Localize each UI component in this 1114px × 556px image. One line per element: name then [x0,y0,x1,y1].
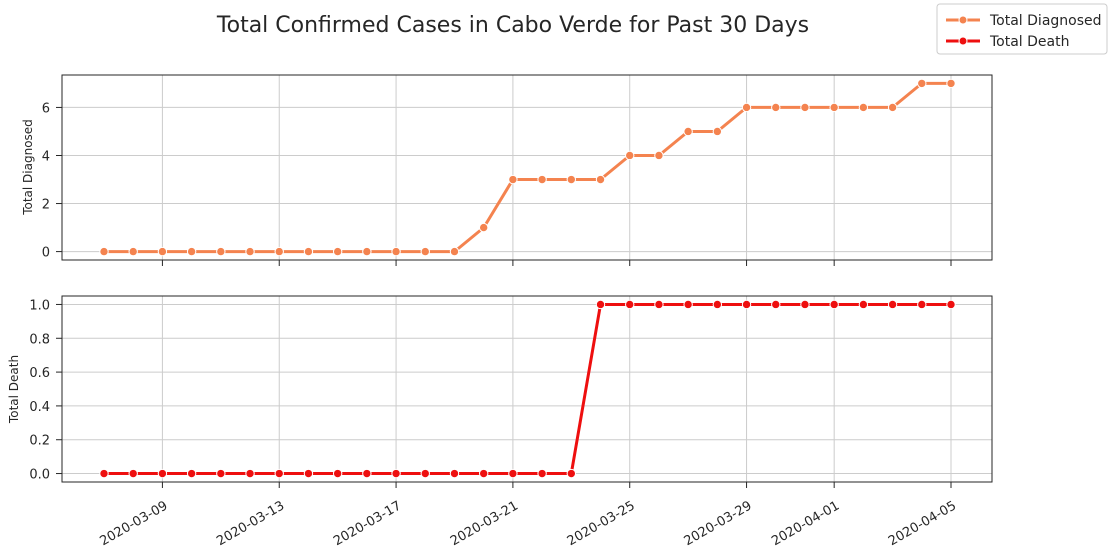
data-point-diagnosed [362,246,372,257]
panel-death: 0.0 0.2 0.4 0.6 0.8 1.0 2020-03-09 2020-03-13 2… [7,295,993,549]
data-point-death [186,468,197,479]
legend-label-diagnosed: Total Diagnosed [989,13,1102,29]
data-point-diagnosed [216,246,226,257]
data-point-death [420,468,430,479]
legend-entry-diagnosed: Total Diagnosed [946,13,1102,29]
ytick-label: 2 [42,198,50,213]
data-point-death [683,299,693,310]
data-point-death [128,468,138,479]
ytick-label: 0.2 [29,434,50,449]
ytick-label: 0 [42,246,50,261]
data-point-diagnosed [858,102,869,113]
data-point-diagnosed [917,78,927,89]
xtick-label: 2020-03-09 [97,498,170,549]
data-point-death [741,299,752,310]
data-point-death [216,468,226,479]
data-point-diagnosed [566,174,577,185]
ytick-label: 0.4 [29,400,50,415]
data-point-diagnosed [332,246,343,257]
data-point-diagnosed [683,126,693,137]
data-point-diagnosed [800,102,810,113]
panel-diagnosed-ylabel: Total Diagnosed [21,119,35,216]
ytick-label: 1.0 [29,298,50,313]
data-point-death [771,299,781,310]
data-point-death [625,299,635,310]
data-point-death [332,468,343,479]
data-point-death [537,468,547,479]
legend-label-death: Total Death [989,34,1069,50]
data-point-death [800,299,810,310]
data-point-death [917,299,927,310]
data-point-diagnosed [654,150,664,161]
data-point-death [946,299,956,310]
data-point-death [595,299,606,310]
data-point-diagnosed [128,246,138,257]
data-point-death [303,468,314,479]
data-point-diagnosed [157,246,168,257]
data-point-diagnosed [303,246,314,257]
data-point-death [566,468,577,479]
data-point-diagnosed [741,102,752,113]
ytick-label: 0.0 [29,468,50,483]
data-point-death [157,468,168,479]
data-point-death [274,468,284,479]
data-point-diagnosed [245,246,255,257]
data-point-death [508,468,518,479]
data-point-death [654,299,664,310]
data-point-death [245,468,255,479]
xtick-label: 2020-03-25 [565,498,638,549]
xtick-label: 2020-03-21 [448,498,521,549]
data-point-death [887,299,898,310]
data-point-diagnosed [391,246,401,257]
data-point-diagnosed [771,102,781,113]
series-line-diagnosed [104,81,951,254]
panel-death-ylabel: Total Death [7,355,21,424]
xtick-label: 2020-04-01 [769,498,842,549]
data-point-death [478,468,489,479]
data-point-death [712,299,723,310]
series-line-death [104,303,951,475]
data-point-death [99,468,109,479]
legend: Total Diagnosed Total Death [936,3,1108,55]
ytick-label: 0.8 [29,332,50,347]
ytick-label: 4 [42,149,50,164]
data-point-diagnosed [829,102,839,113]
legend-entry-death: Total Death [946,34,1069,50]
data-point-diagnosed [887,102,898,113]
xtick-label: 2020-03-13 [214,498,287,549]
ytick-label: 6 [42,101,50,116]
data-point-diagnosed [595,174,606,185]
data-point-diagnosed [712,126,723,137]
data-point-diagnosed [508,174,518,185]
ytick-label: 0.6 [29,366,50,381]
data-point-diagnosed [274,246,284,257]
xtick-label: 2020-04-05 [886,498,959,549]
chart-title: Total Confirmed Cases in Cabo Verde for … [216,13,809,38]
data-point-diagnosed [478,222,489,233]
data-point-death [449,468,460,479]
data-point-diagnosed [449,246,460,257]
data-point-death [858,299,869,310]
panel-diagnosed: 0 2 4 6 Total Diagnosed [21,74,993,266]
panel-diagnosed-frame [61,74,993,261]
panel-death-frame [61,295,993,483]
data-point-death [829,299,839,310]
data-point-death [362,468,372,479]
data-point-diagnosed [99,246,109,257]
xtick-label: 2020-03-29 [682,498,755,549]
data-point-diagnosed [186,246,197,257]
data-point-diagnosed [625,150,635,161]
data-point-death [391,468,401,479]
data-point-diagnosed [537,174,547,185]
xtick-label: 2020-03-17 [331,498,404,549]
data-point-diagnosed [946,78,956,89]
data-point-diagnosed [420,246,430,257]
